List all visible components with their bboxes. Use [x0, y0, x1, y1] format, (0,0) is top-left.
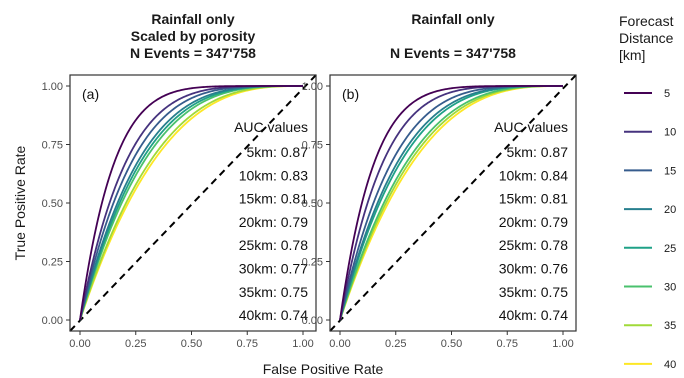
x-tick-label: 1.00	[292, 338, 313, 350]
panel-label: (b)	[342, 86, 359, 102]
y-tick-label: 1.00	[42, 81, 63, 93]
auc-value: 20km: 0.79	[499, 214, 568, 230]
legend-title-line: [km]	[619, 47, 645, 63]
y-tick-label: 1.00	[302, 81, 323, 93]
panel-border	[329, 74, 577, 332]
legend-label: 15	[664, 165, 676, 177]
y-tick-label: 0.75	[42, 140, 63, 152]
auc-value: 25km: 0.78	[499, 237, 568, 253]
y-tick-label: 0.50	[302, 198, 323, 210]
x-tick-label: 0.50	[441, 338, 462, 350]
legend-label: 35	[664, 320, 676, 332]
auc-value: 15km: 0.81	[239, 191, 308, 207]
panel-title-line: N Events = 347'758	[390, 45, 516, 61]
legend-label: 5	[664, 88, 670, 100]
panel-b: Rainfall only N Events = 347'758 0.00 0.25 0…	[302, 11, 577, 350]
auc-value: 25km: 0.78	[239, 237, 308, 253]
auc-value: 40km: 0.74	[499, 307, 568, 323]
y-tick-label: 0.00	[42, 315, 63, 327]
legend-label: 10	[664, 127, 676, 139]
y-axis-label: True Positive Rate	[12, 145, 28, 260]
x-tick-label: 0.25	[385, 338, 406, 350]
auc-value: 5km: 0.87	[247, 144, 309, 160]
auc-value: 35km: 0.75	[239, 284, 308, 300]
y-tick-label: 0.25	[302, 257, 323, 269]
auc-value: 10km: 0.83	[239, 167, 308, 183]
panel-label: (a)	[82, 86, 99, 102]
x-axis-label: False Positive Rate	[263, 361, 384, 377]
auc-value: 15km: 0.81	[499, 191, 568, 207]
legend-label: 30	[664, 282, 676, 294]
panel-title-line: N Events = 347'758	[130, 45, 256, 61]
legend-label: 20	[664, 204, 676, 216]
legend-label: 25	[664, 243, 676, 255]
roc-curve-5km	[339, 85, 563, 321]
x-tick-label: 0.75	[237, 338, 258, 350]
auc-value: 30km: 0.76	[499, 261, 568, 277]
y-tick-label: 0.50	[42, 198, 63, 210]
auc-value: 20km: 0.79	[239, 214, 308, 230]
auc-value: 30km: 0.77	[239, 261, 308, 277]
auc-value: 5km: 0.87	[507, 144, 569, 160]
roc-curve-35km	[79, 85, 303, 321]
panel-border	[69, 74, 317, 332]
panel-title-line: Rainfall only	[151, 11, 234, 27]
x-tick-label: 1.00	[552, 338, 573, 350]
x-tick-label: 0.75	[497, 338, 518, 350]
x-tick-label: 0.00	[329, 338, 350, 350]
x-tick-label: 0.25	[125, 338, 146, 350]
auc-value: 40km: 0.74	[239, 307, 308, 323]
legend-title-line: Forecast	[619, 13, 674, 29]
roc-curve-5km	[79, 85, 303, 321]
auc-value: 10km: 0.84	[499, 167, 568, 183]
y-tick-label: 0.25	[42, 257, 63, 269]
auc-header: AUC values	[234, 119, 308, 135]
panel-title-line: Scaled by porosity	[131, 28, 256, 44]
y-tick-label: 0.75	[302, 140, 323, 152]
legend-label: 40	[664, 359, 676, 371]
x-tick-label: 0.50	[181, 338, 202, 350]
panel-title-line: Rainfall only	[411, 11, 494, 27]
auc-header: AUC values	[494, 119, 568, 135]
legend-title-line: Distance	[619, 30, 674, 46]
roc-curve-30km	[339, 85, 563, 321]
auc-value: 35km: 0.75	[499, 284, 568, 300]
x-tick-label: 0.00	[69, 338, 90, 350]
y-tick-label: 0.00	[302, 315, 323, 327]
